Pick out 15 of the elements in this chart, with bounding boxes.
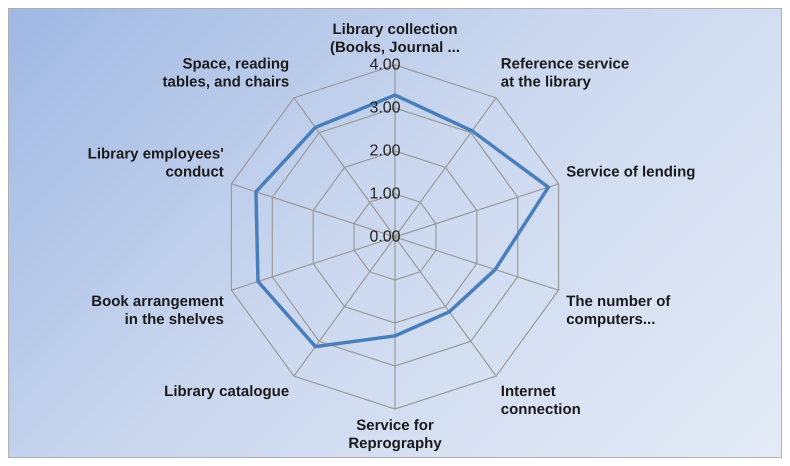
spoke-label: Service for Reprography <box>348 417 442 452</box>
spoke-label: Reference service at the library <box>500 56 630 91</box>
spoke-label: Internet connection <box>500 382 581 418</box>
y-tick-label: 4.00 <box>369 56 401 74</box>
spoke-label: Book arrangement in the shelves <box>91 292 224 328</box>
y-tick-label: 1.00 <box>369 185 401 202</box>
y-tick-label: 0.00 <box>369 228 401 246</box>
spoke-label: Library collection (Books, Journal ... <box>330 21 460 56</box>
spoke-label: Library catalogue <box>164 382 290 400</box>
y-tick-label: 3.00 <box>369 99 401 116</box>
spoke-label: Space, reading tables, and chairs <box>162 56 290 91</box>
spoke-label: The number of computers... <box>566 292 672 328</box>
spoke-label: Service of lending <box>566 164 696 181</box>
y-tick-label: 2.00 <box>369 142 401 160</box>
spoke-label: Library employees' conduct <box>88 146 224 181</box>
